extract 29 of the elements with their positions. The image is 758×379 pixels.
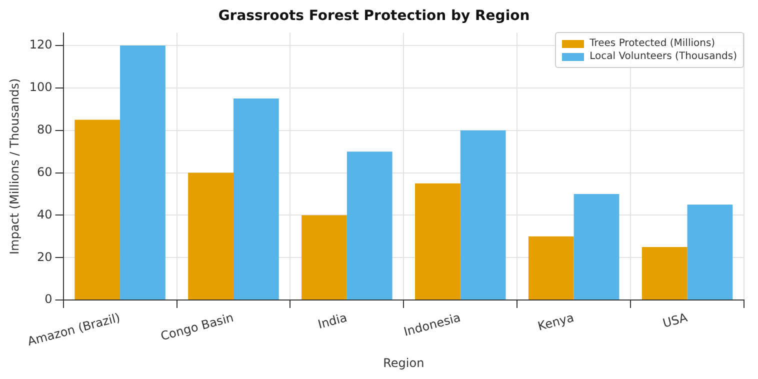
x-tick-label: Congo Basin [159, 310, 236, 344]
bar [687, 204, 733, 300]
legend-label: Local Volunteers (Thousands) [590, 51, 737, 62]
x-axis-title: Region [383, 356, 424, 370]
bar [346, 152, 392, 300]
bar [233, 98, 279, 300]
x-tick-label: Kenya [536, 310, 576, 334]
legend-label: Trees Protected (Millions) [590, 38, 716, 49]
y-tick-label: 60 [37, 164, 52, 179]
y-tick-label: 80 [37, 122, 52, 136]
x-tick-label: USA [661, 310, 690, 330]
y-tick-label: 100 [29, 80, 52, 94]
bar [302, 215, 347, 300]
y-tick-label: 120 [29, 38, 52, 52]
bar [74, 120, 120, 300]
y-tick-label: 0 [44, 292, 52, 306]
bar [528, 236, 574, 300]
bar [414, 183, 460, 300]
y-tick-label: 20 [37, 250, 52, 264]
bar [188, 172, 234, 300]
chart-title: Grassroots Forest Protection by Region [218, 8, 530, 24]
bar [642, 247, 688, 300]
x-tick-label: India [316, 310, 349, 332]
y-tick-label: 40 [37, 207, 52, 222]
bar [120, 46, 166, 300]
bar [574, 194, 620, 300]
bar [460, 130, 506, 300]
x-tick-label: Amazon (Brazil) [26, 310, 122, 349]
y-axis-title: Impact (Millions / Thousands) [7, 78, 22, 255]
